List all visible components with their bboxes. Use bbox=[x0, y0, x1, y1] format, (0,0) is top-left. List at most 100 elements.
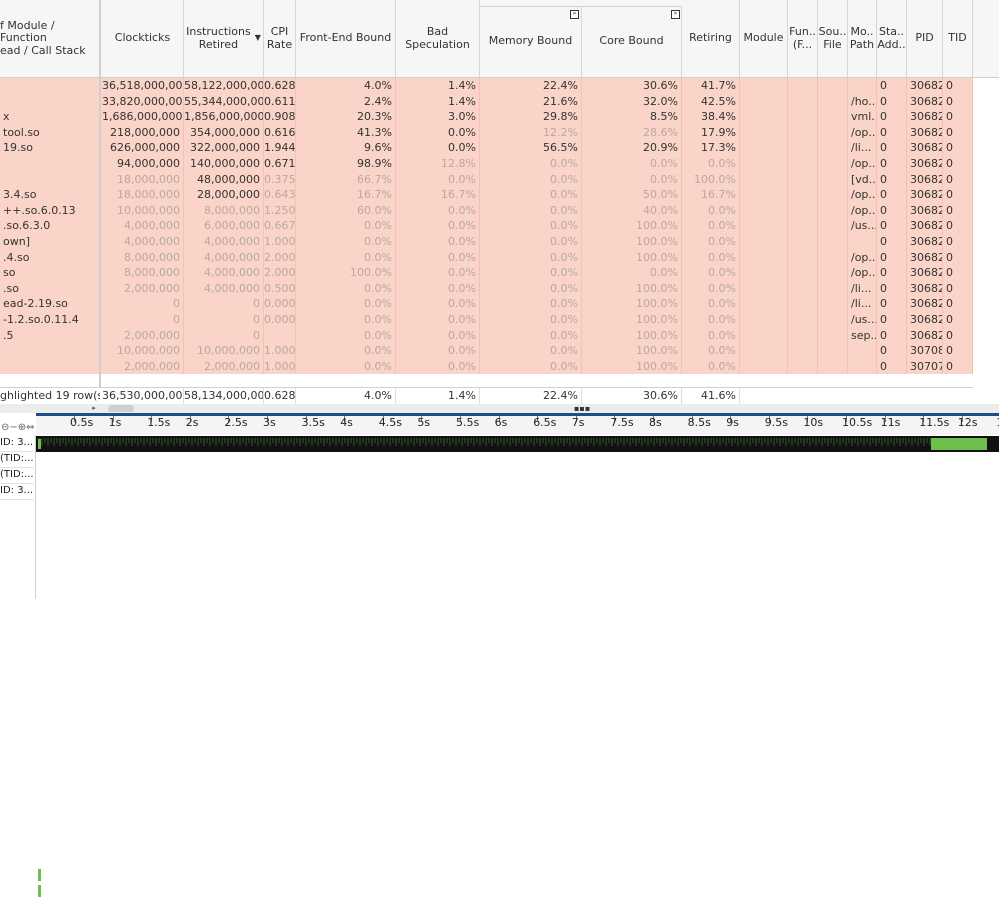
activity-spike bbox=[380, 438, 382, 443]
row-module bbox=[740, 327, 788, 344]
activity-spike bbox=[701, 438, 703, 446]
thread-activity-lane[interactable] bbox=[36, 436, 999, 452]
row-module bbox=[740, 78, 788, 94]
column-header-module-function[interactable]: f Module / Function ead / Call Stack bbox=[0, 0, 100, 77]
expand-core-bound-icon[interactable]: » bbox=[671, 10, 680, 19]
row-function-full bbox=[788, 218, 818, 234]
activity-spike bbox=[317, 438, 319, 446]
table-row[interactable]: 10,000,000 10,000,000 1.000 0.0% 0.0% 0.0% 100… bbox=[0, 343, 973, 359]
activity-spike bbox=[158, 438, 160, 443]
row-retiring: 0.0% bbox=[682, 280, 740, 297]
frozen-column-separator[interactable] bbox=[99, 0, 101, 402]
activity-spike bbox=[800, 438, 802, 443]
activity-spike bbox=[842, 438, 844, 443]
thread-label[interactable]: ID: 3... bbox=[0, 435, 34, 452]
row-module-path: /ho.. bbox=[848, 93, 877, 110]
table-row[interactable]: .so.6.3.0 4,000,000 6,000,000 0.667 0.0% 0.0%… bbox=[0, 218, 973, 234]
activity-spike bbox=[479, 438, 481, 446]
column-header-clockticks[interactable]: Clockticks bbox=[102, 0, 184, 77]
scroll-left-arrow-icon[interactable]: ▸ bbox=[92, 404, 96, 412]
table-row[interactable]: -1.2.so.0.11.4 0 0 0.000 0.0% 0.0% 0.0% 100.0% 0… bbox=[0, 312, 973, 328]
row-start-address: 0 bbox=[877, 140, 907, 156]
column-header-core-bound[interactable]: Core Bound bbox=[582, 6, 682, 77]
activity-spike bbox=[104, 438, 106, 443]
table-row[interactable]: .4.so 8,000,000 4,000,000 2.000 0.0% 0.0% 0.0%… bbox=[0, 249, 973, 266]
row-pid: 30682 bbox=[907, 187, 943, 203]
row-module bbox=[740, 187, 788, 203]
column-header-source-file[interactable]: Sou.. File bbox=[818, 0, 848, 77]
activity-spike bbox=[797, 438, 799, 446]
ruler-tick-label: 5.5s bbox=[456, 416, 480, 429]
table-row[interactable]: 36,518,000,000 58,122,000,000 0.628 4.0% 1.4… bbox=[0, 78, 973, 94]
column-header-front-end-bound[interactable]: Front-End Bound bbox=[296, 0, 396, 77]
column-header-module[interactable]: Module bbox=[740, 0, 788, 77]
row-module bbox=[740, 156, 788, 172]
table-row[interactable]: .so 2,000,000 4,000,000 0.500 0.0% 0.0% 0.0% 10… bbox=[0, 280, 973, 297]
table-row[interactable]: ead-2.19.so 0 0 0.000 0.0% 0.0% 0.0% 100.0% 0.0%… bbox=[0, 296, 973, 312]
activity-spike bbox=[386, 438, 388, 443]
activity-spike bbox=[827, 438, 829, 446]
table-row[interactable]: 18,000,000 48,000,000 0.375 66.7% 0.0% 0.0% 0.… bbox=[0, 171, 973, 188]
horizontal-scrollbar[interactable]: ▸ ▪▪▪ bbox=[0, 404, 999, 413]
column-header-tid[interactable]: TID bbox=[943, 0, 973, 77]
table-row[interactable]: 2,000,000 2,000,000 1.000 0.0% 0.0% 0.0% 100.0… bbox=[0, 358, 973, 375]
column-header-cpi-rate[interactable]: CPI Rate bbox=[264, 0, 296, 77]
column-header-retiring[interactable]: Retiring bbox=[682, 0, 740, 77]
column-header-memory-bound[interactable]: Memory Bound bbox=[480, 6, 582, 77]
row-tid: 0 bbox=[943, 249, 973, 266]
column-header-instructions-retired[interactable]: Instructions Retired ▼ bbox=[184, 0, 264, 77]
row-module-path: /li... bbox=[848, 280, 877, 297]
thread-label[interactable]: ID: 3... bbox=[0, 483, 34, 500]
table-row[interactable]: 19.so 626,000,000 322,000,000 1.944 9.6% 0.0%… bbox=[0, 140, 973, 156]
table-row[interactable]: ++.so.6.0.13 10,000,000 8,000,000 1.250 60.0… bbox=[0, 202, 973, 219]
row-bad-speculation: 16.7% bbox=[396, 187, 480, 203]
column-header-start-address[interactable]: Sta.. Add.. bbox=[877, 0, 907, 77]
row-function-full bbox=[788, 124, 818, 141]
column-header-pid[interactable]: PID bbox=[907, 0, 943, 77]
column-header-function-full[interactable]: Fun.. (F... bbox=[788, 0, 818, 77]
table-row[interactable]: 94,000,000 140,000,000 0.671 98.9% 12.8% 0.0%… bbox=[0, 156, 973, 172]
row-module bbox=[740, 93, 788, 110]
row-start-address: 0 bbox=[877, 93, 907, 110]
row-core-bound: 100.0% bbox=[582, 343, 682, 359]
activity-spike bbox=[404, 438, 406, 443]
column-header-bad-speculation[interactable]: Bad Speculation bbox=[396, 0, 480, 77]
activity-spike bbox=[746, 438, 748, 443]
activity-spike bbox=[335, 438, 337, 446]
activity-spike bbox=[131, 438, 133, 446]
time-ruler[interactable]: 0.5s 1s 1.5s 2s 2.5s 3s 3.5s 4s 4.5s 5s 5.5s 6s 6.5s… bbox=[36, 413, 999, 435]
thread-label[interactable]: (TID:... bbox=[0, 451, 34, 468]
row-core-bound: 8.5% bbox=[582, 109, 682, 125]
timeline-splitter-handle[interactable]: ▪▪▪ bbox=[574, 404, 591, 413]
activity-spike bbox=[467, 438, 469, 446]
row-pid: 30682 bbox=[907, 109, 943, 125]
row-function-full bbox=[788, 93, 818, 110]
activity-spike bbox=[788, 438, 790, 443]
column-header-module-path[interactable]: Mo.. Path bbox=[848, 0, 877, 77]
expand-memory-bound-icon[interactable]: » bbox=[570, 10, 579, 19]
zoom-controls[interactable]: ⊖−⊕⇔ bbox=[1, 422, 35, 433]
thread-2-activity-mark[interactable] bbox=[38, 869, 41, 881]
table-row[interactable]: x 1,686,000,000 1,856,000,000 0.908 20.3% 3.0… bbox=[0, 109, 973, 125]
row-source-file bbox=[818, 78, 848, 94]
activity-spike bbox=[665, 438, 667, 446]
row-retiring: 17.3% bbox=[682, 140, 740, 156]
table-row[interactable]: own] 4,000,000 4,000,000 1.000 0.0% 0.0% 0.0% 1… bbox=[0, 234, 973, 250]
scrollbar-thumb[interactable] bbox=[108, 405, 134, 412]
ruler-tick-label: 4.5s bbox=[378, 416, 403, 429]
row-clockticks: 94,000,000 bbox=[102, 156, 184, 172]
thread-label[interactable]: (TID:... bbox=[0, 467, 34, 484]
table-row[interactable]: .5 2,000,000 0 0.0% 0.0% 0.0% 100.0% 0.0% sep.. 0… bbox=[0, 327, 973, 344]
table-row[interactable]: so 8,000,000 4,000,000 2.000 100.0% 0.0% 0.0% 0… bbox=[0, 265, 973, 281]
table-row[interactable]: 3.4.so 18,000,000 28,000,000 0.643 16.7% 16.7… bbox=[0, 187, 973, 203]
thread-3-activity-mark[interactable] bbox=[38, 885, 41, 897]
ruler-tick-mark bbox=[730, 416, 732, 422]
ruler-tick-label: 9.5s bbox=[764, 416, 789, 429]
row-core-bound: 20.9% bbox=[582, 140, 682, 156]
activity-spike bbox=[851, 438, 853, 446]
row-core-bound: 0.0% bbox=[582, 171, 682, 188]
row-bad-speculation: 0.0% bbox=[396, 218, 480, 234]
table-row[interactable]: 33,820,000,000 55,344,000,000 0.611 2.4% 1.4… bbox=[0, 93, 973, 110]
activity-spike bbox=[833, 438, 835, 446]
table-row[interactable]: tool.so 218,000,000 354,000,000 0.616 41.3% 0… bbox=[0, 124, 973, 141]
